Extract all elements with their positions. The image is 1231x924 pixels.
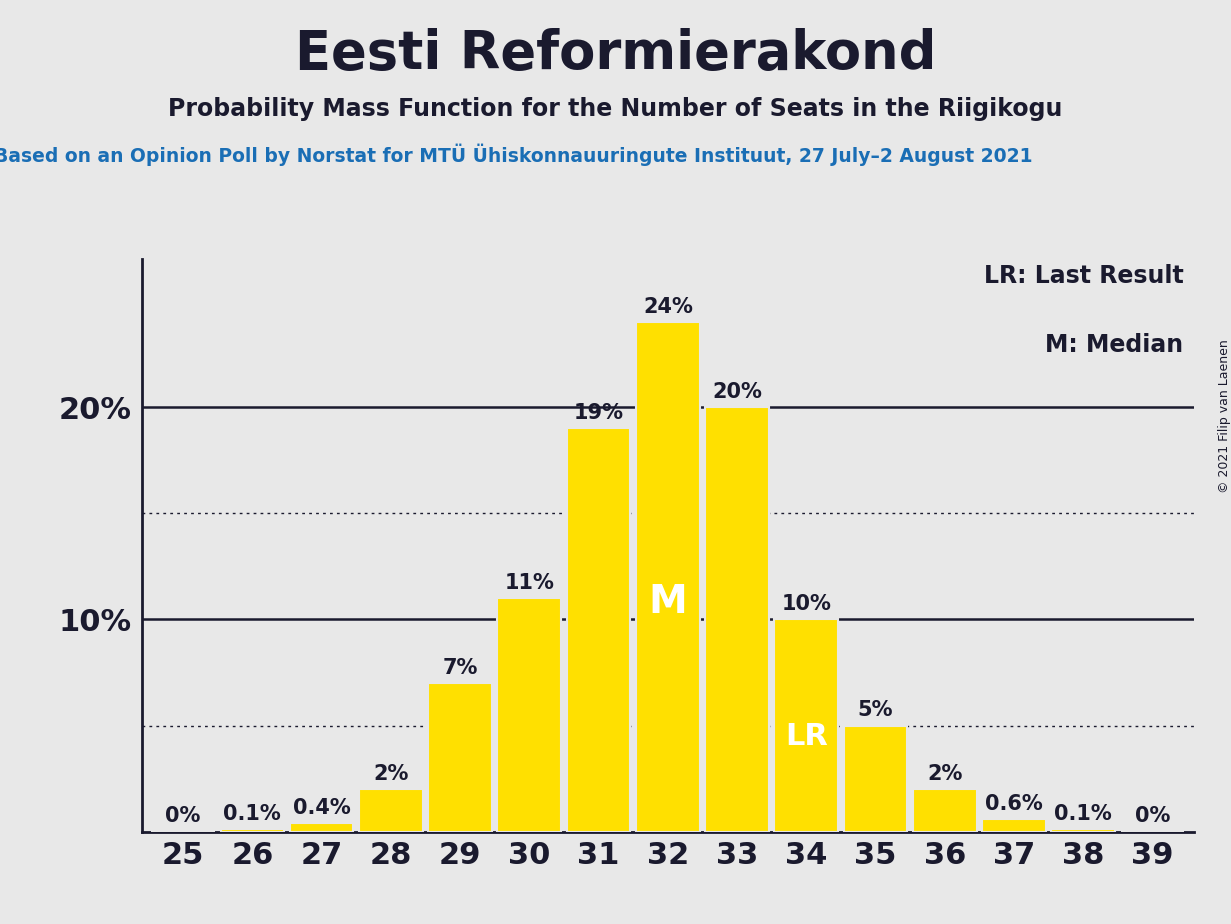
Bar xyxy=(843,725,907,832)
Text: 5%: 5% xyxy=(858,700,894,720)
Text: LR: Last Result: LR: Last Result xyxy=(984,264,1183,288)
Text: 19%: 19% xyxy=(574,403,624,423)
Text: M: M xyxy=(649,583,687,622)
Text: 0.6%: 0.6% xyxy=(985,794,1043,813)
Text: 0.1%: 0.1% xyxy=(224,804,281,824)
Bar xyxy=(913,789,976,832)
Bar xyxy=(289,823,353,832)
Text: 0%: 0% xyxy=(165,807,201,826)
Text: 7%: 7% xyxy=(442,658,478,678)
Text: 0.4%: 0.4% xyxy=(293,797,351,818)
Text: 20%: 20% xyxy=(712,382,762,402)
Text: 2%: 2% xyxy=(373,764,409,784)
Text: Based on an Opinion Poll by Norstat for MTÜ Ühiskonnauuringute Instituut, 27 Jul: Based on an Opinion Poll by Norstat for … xyxy=(0,143,1033,165)
Bar xyxy=(982,819,1046,832)
Text: 2%: 2% xyxy=(927,764,963,784)
Text: M: Median: M: Median xyxy=(1045,334,1183,358)
Bar xyxy=(220,830,284,832)
Text: 0%: 0% xyxy=(1135,807,1171,826)
Text: 0.1%: 0.1% xyxy=(1055,804,1112,824)
Bar xyxy=(497,598,561,832)
Bar xyxy=(566,429,630,832)
Text: LR: LR xyxy=(785,722,827,750)
Text: Eesti Reformierakond: Eesti Reformierakond xyxy=(294,28,937,79)
Text: 10%: 10% xyxy=(782,594,831,614)
Bar xyxy=(1051,830,1115,832)
Bar xyxy=(774,619,838,832)
Bar xyxy=(705,407,769,832)
Bar xyxy=(428,683,492,832)
Bar xyxy=(359,789,422,832)
Text: Probability Mass Function for the Number of Seats in the Riigikogu: Probability Mass Function for the Number… xyxy=(169,97,1062,121)
Bar xyxy=(636,322,699,832)
Text: © 2021 Filip van Laenen: © 2021 Filip van Laenen xyxy=(1219,339,1231,492)
Text: 11%: 11% xyxy=(505,573,554,593)
Text: 24%: 24% xyxy=(643,298,693,317)
